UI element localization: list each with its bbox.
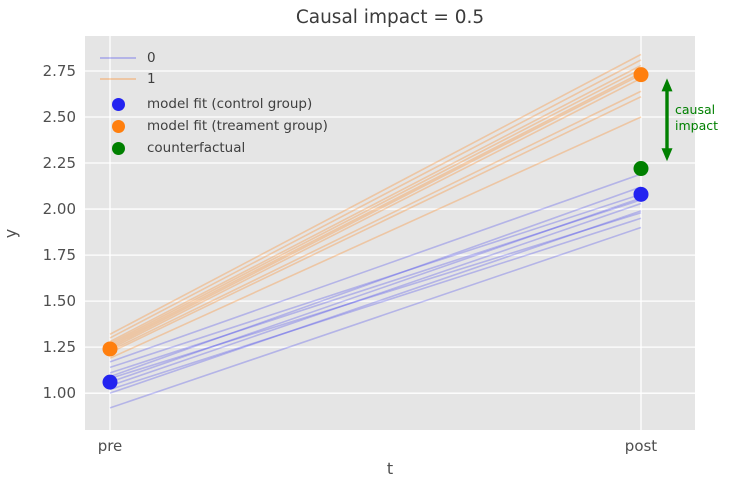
ytick-label-2.00: 2.00: [43, 200, 76, 218]
ytick-label-1.50: 1.50: [43, 292, 76, 310]
unit-line-group0-7: [109, 199, 642, 374]
x-axis-label: t: [386, 459, 394, 478]
legend-item-label: counterfactual: [147, 140, 246, 156]
unit-line-group0-8: [109, 193, 642, 369]
legend-item-model-fit-treatment: model fit (treament group): [96, 115, 328, 137]
ytick-label-2.25: 2.25: [43, 154, 76, 172]
ytick-label-1.75: 1.75: [43, 246, 76, 264]
unit-line-group1-9: [109, 53, 642, 335]
unit-line-group0-2: [109, 217, 642, 391]
legend-marker: [96, 141, 140, 155]
xtick-label-post: post: [625, 437, 658, 455]
unit-line-group1-2: [109, 90, 642, 352]
xtick-label-pre: pre: [98, 437, 123, 455]
unit-line-group1-3: [109, 77, 642, 350]
causal-impact-arrowhead-down-icon: [661, 148, 673, 162]
counterfactual-dot-swatch-icon: [111, 141, 125, 155]
unit-line-group1-4: [109, 73, 642, 348]
plot-area: [85, 36, 695, 430]
legend-item-label: 0: [147, 49, 156, 66]
point-counterfactual-post: [633, 161, 649, 177]
legend-marker: [96, 56, 140, 59]
unit-line-group0-5: [109, 211, 642, 380]
unit-line-group1-7: [109, 64, 642, 343]
legend-item-counterfactual: counterfactual: [96, 137, 328, 159]
legend-marker: [96, 77, 140, 80]
ytick-label-2.50: 2.50: [43, 108, 76, 126]
legend-item-label: model fit (control group): [147, 96, 313, 112]
y-axis-label: y: [1, 228, 21, 239]
unit-line-group0-4: [109, 197, 642, 383]
legend-item-label: 1: [147, 70, 156, 87]
legend-item-label: model fit (treament group): [147, 118, 328, 134]
chart-title: Causal impact = 0.5: [295, 7, 485, 28]
group1-line-swatch-icon: [100, 77, 136, 80]
unit-line-group0-6: [109, 186, 642, 378]
unit-line-group1-1: [109, 96, 642, 354]
unit-line-group1-0: [109, 116, 642, 359]
ytick-label-1.00: 1.00: [43, 384, 76, 402]
legend-item-model-fit-control: model fit (control group): [96, 93, 328, 115]
ytick-label-2.75: 2.75: [43, 62, 76, 80]
unit-line-group0-9: [109, 173, 642, 363]
unit-line-group1-6: [109, 68, 642, 345]
point-treatment-pre: [102, 341, 118, 357]
control-dot-swatch-icon: [111, 97, 125, 111]
causal-impact-arrowhead-up-icon: [661, 78, 673, 92]
point-treatment-post: [633, 67, 649, 83]
causal-impact-annotation-text: causal impact: [675, 102, 719, 134]
unit-line-group0-0: [109, 226, 642, 409]
unit-line-group1-5: [109, 72, 642, 347]
legend: 0 1 model fit (control group) model fit …: [96, 47, 328, 159]
unit-line-group0-1: [109, 210, 642, 394]
point-control-post: [633, 186, 649, 202]
point-control-pre: [102, 374, 118, 390]
legend-marker: [96, 97, 140, 111]
group0-line-swatch-icon: [100, 56, 136, 59]
legend-item-group-1: 1: [96, 68, 328, 89]
legend-item-group-0: 0: [96, 47, 328, 68]
unit-line-group0-3: [109, 202, 642, 387]
ytick-label-1.25: 1.25: [43, 338, 76, 356]
legend-marker: [96, 119, 140, 133]
treatment-dot-swatch-icon: [111, 119, 125, 133]
unit-line-group1-8: [109, 59, 642, 339]
